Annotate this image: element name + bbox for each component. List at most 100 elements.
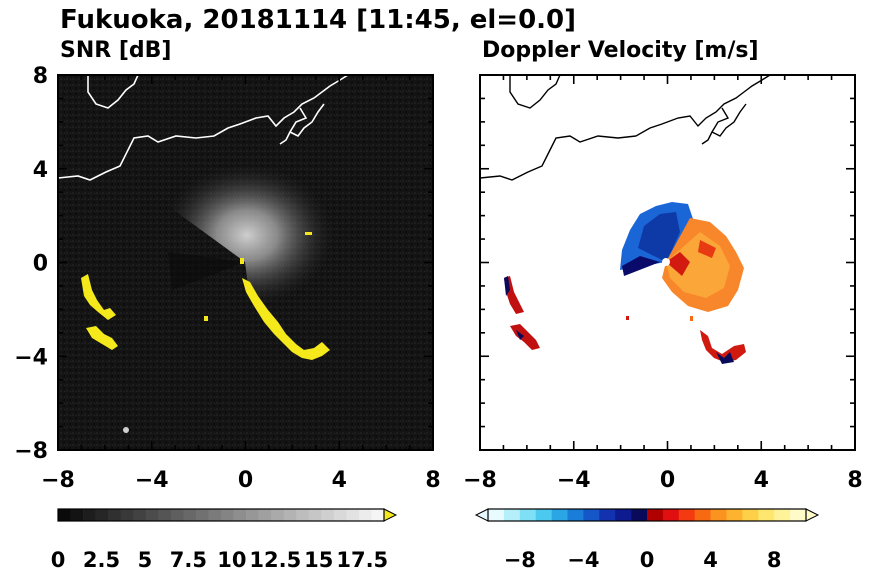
velocity-colorbar-cell xyxy=(503,509,521,521)
snr-colorbar-tick-label: 7.5 xyxy=(170,548,207,570)
snr-xtick-label: −4 xyxy=(135,468,169,493)
velocity-colorbar: −8 −4 0 4 8 xyxy=(474,508,820,570)
velocity-colorbar-cell xyxy=(551,509,568,521)
velocity-colorbar-tick-label: −8 xyxy=(504,548,536,570)
snr-colorbar-tick-label: 5 xyxy=(138,548,153,570)
snr-colorbar-cell xyxy=(333,509,347,521)
velocity-colorbar-cell xyxy=(710,509,727,521)
snr-panel-title: SNR [dB] xyxy=(60,38,171,63)
snr-colorbar: 0 2.5 5 7.5 10 12.5 15 17.5 xyxy=(51,508,398,570)
snr-colorbar-cell xyxy=(145,509,159,521)
velocity-colorbar-cell xyxy=(519,509,536,521)
snr-colorbar-tick-label: 17.5 xyxy=(336,548,388,570)
velocity-colorbar-cell xyxy=(647,509,664,521)
velocity-colorbar-cell xyxy=(567,509,584,521)
figure-title: Fukuoka, 20181114 [11:45, el=0.0] xyxy=(60,5,576,35)
snr-colorbar-cell xyxy=(308,509,322,521)
snr-xtick-label: 0 xyxy=(238,468,253,493)
snr-colorbar-cell xyxy=(296,509,310,521)
velocity-colorbar-cell xyxy=(535,509,552,521)
snr-echo-sector xyxy=(160,164,334,307)
snr-ytick-label: −4 xyxy=(14,345,48,370)
velocity-colorbar-extend-high xyxy=(805,508,820,522)
velocity-receding-red xyxy=(666,252,690,276)
snr-colorbar-cell xyxy=(283,509,297,521)
snr-colorbar-cell xyxy=(133,509,147,521)
snr-colorbar-cell xyxy=(108,509,121,521)
velocity-colorbar-cell xyxy=(694,509,711,521)
velocity-colorbar-tick-label: 0 xyxy=(640,548,655,570)
snr-colorbar-tick-label: 0 xyxy=(51,548,66,570)
velocity-colorbar-cell xyxy=(742,509,759,521)
snr-panel: SNR [dB] −8 −4 0 4 8 −8 −4 0 4 8 0 2.5 5 7.5 10 12.5 15… xyxy=(14,38,440,570)
velocity-colorbar-cell xyxy=(599,509,616,521)
velocity-coastline xyxy=(480,75,771,181)
velocity-scattered-echoes xyxy=(504,276,746,364)
velocity-panel: Doppler Velocity [m/s] xyxy=(463,38,863,570)
snr-colorbar-cell xyxy=(271,509,284,521)
snr-colorbar-cell xyxy=(221,509,234,521)
snr-ytick-label: 8 xyxy=(33,64,48,89)
snr-colorbar-cell xyxy=(95,509,109,521)
snr-colorbar-cell xyxy=(371,509,385,521)
velocity-approaching-edge xyxy=(622,256,660,276)
velocity-panel-title: Doppler Velocity [m/s] xyxy=(482,38,759,63)
velocity-colorbar-cell xyxy=(758,509,775,521)
snr-colorbar-cell xyxy=(233,509,247,521)
velocity-xtick-label: 0 xyxy=(660,468,675,493)
snr-colorbar-cell xyxy=(158,509,172,521)
snr-colorbar-tick-label: 15 xyxy=(304,548,333,570)
velocity-xtick-label: −4 xyxy=(557,468,591,493)
snr-colorbar-cell xyxy=(183,509,197,521)
snr-colorbar-cell xyxy=(346,509,360,521)
snr-speck xyxy=(123,427,129,433)
velocity-colorbar-tick-label: 8 xyxy=(767,548,782,570)
snr-colorbar-cell xyxy=(83,509,96,521)
snr-axes: −8 −4 0 4 8 −8 −4 0 4 8 xyxy=(14,64,440,493)
velocity-colorbar-cell xyxy=(488,509,505,521)
velocity-colorbar-extend-low xyxy=(474,508,489,522)
snr-colorbar-cell xyxy=(70,509,84,521)
velocity-colorbar-cell xyxy=(678,509,695,521)
snr-xtick-label: 8 xyxy=(425,468,440,493)
velocity-colorbar-cell xyxy=(726,509,743,521)
velocity-colorbar-cell xyxy=(790,509,807,521)
velocity-axes: −8 −4 0 4 8 xyxy=(463,74,863,493)
snr-colorbar-tick-label: 2.5 xyxy=(83,548,120,570)
snr-echo-wedge-dark xyxy=(168,252,245,290)
velocity-colorbar-cell xyxy=(662,509,680,521)
snr-colorbar-cell xyxy=(208,509,222,521)
snr-colorbar-cell xyxy=(120,509,134,521)
snr-colorbar-cell xyxy=(321,509,335,521)
snr-coastline-north xyxy=(87,75,139,109)
velocity-colorbar-tick-label: −4 xyxy=(567,548,599,570)
snr-ytick-label: 4 xyxy=(33,158,48,183)
snr-coastline xyxy=(58,75,349,181)
snr-colorbar-cell xyxy=(358,509,372,521)
velocity-xtick-label: 4 xyxy=(754,468,769,493)
velocity-xtick-label: −8 xyxy=(463,468,497,493)
snr-xtick-label: −8 xyxy=(41,468,75,493)
velocity-colorbar-cell xyxy=(774,509,791,521)
velocity-radar-center xyxy=(662,258,670,266)
snr-colorbar-cell xyxy=(246,509,259,521)
snr-colorbar-tick-label: 12.5 xyxy=(249,548,301,570)
velocity-colorbar-cell xyxy=(631,509,648,521)
velocity-xtick-label: 8 xyxy=(847,468,862,493)
snr-colorbar-cell xyxy=(258,509,272,521)
snr-strong-echoes xyxy=(81,232,330,360)
snr-colorbar-cell xyxy=(58,509,71,521)
snr-ytick-label: 0 xyxy=(33,252,48,277)
velocity-colorbar-tick-label: 4 xyxy=(703,548,718,570)
snr-colorbar-cell xyxy=(170,509,184,521)
snr-colorbar-cell xyxy=(195,509,209,521)
velocity-colorbar-cell xyxy=(615,509,632,521)
velocity-coastline-north xyxy=(509,75,561,109)
snr-colorbar-extend xyxy=(383,508,398,522)
snr-ytick-label: −8 xyxy=(14,439,48,464)
snr-colorbar-tick-label: 10 xyxy=(217,548,246,570)
velocity-receding-red-2 xyxy=(698,240,716,258)
snr-xtick-label: 4 xyxy=(332,468,347,493)
velocity-approaching-core xyxy=(638,212,680,262)
velocity-colorbar-cell xyxy=(583,509,600,521)
